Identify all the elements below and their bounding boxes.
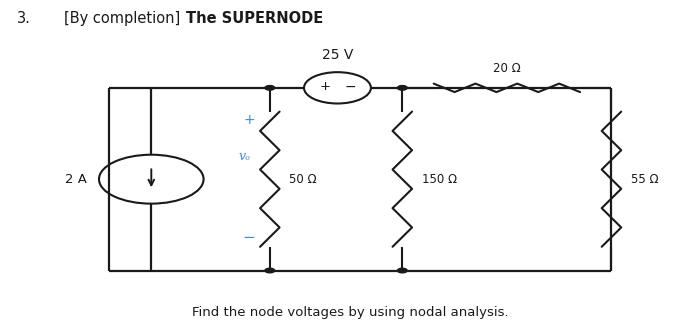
Text: 3.: 3. [17, 11, 31, 26]
Circle shape [265, 268, 274, 273]
Text: 55 Ω: 55 Ω [631, 173, 659, 186]
Text: [By completion]: [By completion] [64, 11, 185, 26]
Text: The SUPERNODE: The SUPERNODE [186, 11, 323, 26]
Text: +: + [243, 114, 255, 127]
Text: vₒ: vₒ [238, 150, 251, 163]
Text: 20 Ω: 20 Ω [493, 62, 521, 75]
Text: 150 Ω: 150 Ω [422, 173, 457, 186]
Text: Find the node voltages by using nodal analysis.: Find the node voltages by using nodal an… [192, 306, 508, 319]
Text: −: − [242, 230, 256, 245]
Circle shape [398, 268, 407, 273]
Text: −: − [344, 80, 356, 94]
Circle shape [398, 86, 407, 90]
Text: +: + [319, 80, 330, 93]
Text: 25 V: 25 V [322, 48, 353, 63]
Text: 50 Ω: 50 Ω [289, 173, 317, 186]
Text: 2 A: 2 A [64, 173, 87, 186]
Circle shape [265, 86, 274, 90]
